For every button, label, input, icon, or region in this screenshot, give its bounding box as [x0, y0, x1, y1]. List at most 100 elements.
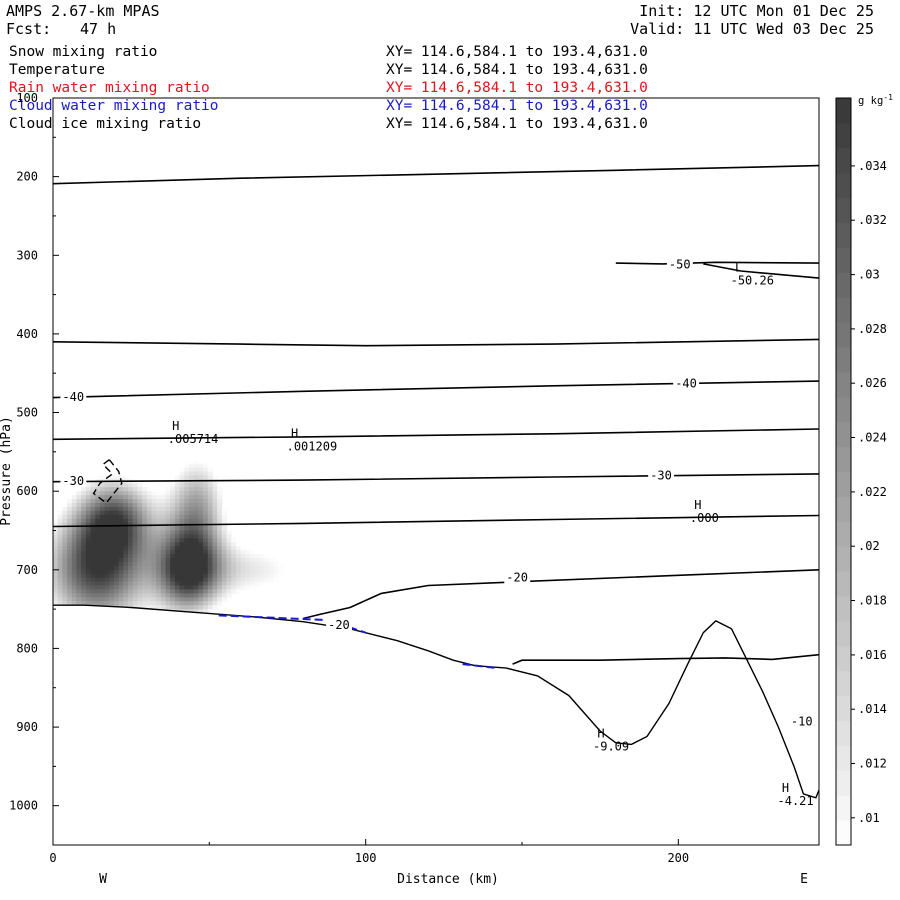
snow-cell: [99, 585, 106, 590]
snow-cell: [203, 495, 209, 500]
snow-cell: [165, 499, 171, 504]
snow-cell: [67, 573, 73, 579]
snow-cell: [174, 561, 181, 567]
snow-cell: [212, 495, 218, 500]
snow-cell: [132, 542, 138, 547]
snow-cell: [137, 565, 143, 571]
snow-cell: [67, 569, 73, 575]
snow-cell: [170, 538, 176, 543]
snow-cell: [264, 561, 270, 567]
snow-cell: [165, 546, 171, 551]
snow-cell: [114, 569, 120, 575]
snow-cell: [123, 534, 129, 539]
snow-cell: [179, 585, 185, 590]
snow-cell: [235, 565, 242, 571]
snow-cell: [95, 561, 101, 567]
snow-cell: [189, 530, 195, 535]
snow-cell: [109, 593, 115, 598]
snow-cell: [273, 577, 279, 583]
snow-cell: [221, 569, 228, 575]
snow-cell: [62, 581, 68, 587]
snow-cell: [259, 565, 265, 571]
x-tick-label: 100: [355, 851, 377, 865]
snow-cell: [90, 526, 96, 531]
snow-cell: [212, 542, 218, 547]
snow-cell: [203, 577, 209, 583]
snow-cell: [128, 554, 134, 559]
snow-cell: [109, 577, 115, 583]
snow-cell: [184, 581, 190, 587]
snow-cell: [226, 534, 232, 539]
snow-cell: [142, 518, 148, 524]
snow-cell: [81, 561, 87, 567]
snow-cell: [193, 526, 199, 531]
snow-cell: [142, 506, 148, 512]
snow-cell: [226, 593, 232, 598]
snow-cell: [250, 550, 256, 555]
snow-cell: [160, 495, 167, 500]
snow-cell: [151, 569, 157, 575]
snow-cell: [123, 593, 129, 598]
snow-cell: [179, 546, 185, 551]
snow-cell: [278, 565, 284, 571]
snow-cell: [67, 546, 73, 551]
snow-cell: [71, 495, 78, 500]
snow-cell: [184, 573, 190, 579]
snow-cell: [109, 550, 115, 555]
snow-cell: [99, 546, 106, 551]
snow-cell: [156, 601, 162, 606]
snow-cell: [99, 510, 106, 516]
snow-cell: [99, 491, 106, 496]
y-axis-label: Pressure (hPa): [0, 416, 14, 526]
snow-cell: [240, 581, 246, 587]
snow-cell: [184, 495, 190, 500]
snow-cell: [81, 487, 87, 492]
snow-cell: [57, 585, 63, 590]
snow-cell: [99, 538, 106, 543]
snow-cell: [235, 581, 242, 587]
snow-cell: [212, 554, 218, 559]
isotherm: [53, 473, 819, 483]
snow-cell: [156, 569, 162, 575]
snow-cell: [160, 581, 167, 587]
snow-cell: [174, 605, 181, 610]
snow-cell: [109, 495, 115, 500]
snow-cell: [67, 601, 73, 606]
annotations: H.005714 H.001209H.000L-50.26H-9.09H-4.21…: [60, 257, 815, 808]
snow-cell: [118, 597, 124, 602]
cloud-water-contour: [462, 663, 498, 670]
snow-cell: [174, 538, 181, 543]
snow-cell: [240, 554, 246, 559]
snow-cell: [231, 573, 237, 579]
snow-cell: [170, 577, 176, 583]
snow-cell: [76, 554, 82, 559]
snow-cell: [170, 561, 176, 567]
colorbar-segment: [836, 546, 851, 572]
snow-cell: [245, 550, 251, 555]
snow-cell: [189, 467, 195, 473]
snow-cell: [95, 546, 101, 551]
snow-cell: [123, 546, 129, 551]
snow-cell: [95, 495, 101, 500]
snow-cell: [76, 491, 82, 496]
snow-cell: [99, 526, 106, 531]
snow-cell: [189, 503, 195, 508]
snow-cell: [231, 585, 237, 590]
snow-cell: [67, 499, 73, 504]
snow-cell: [146, 503, 153, 508]
snow-cell: [193, 585, 199, 590]
snow-cell: [198, 565, 204, 571]
snow-cell: [217, 526, 223, 531]
snow-cell: [114, 499, 120, 504]
snow-cell: [118, 538, 124, 543]
snow-cell: [67, 554, 73, 559]
snow-cell: [189, 577, 195, 583]
snow-cell: [189, 538, 195, 543]
colorbar-frame: [835, 97, 852, 846]
snow-cell: [118, 593, 124, 598]
snow-cell: [104, 491, 110, 496]
snow-cell: [156, 561, 162, 567]
snow-cell: [198, 589, 204, 594]
snow-cell: [179, 487, 185, 492]
snow-cell: [203, 538, 209, 543]
